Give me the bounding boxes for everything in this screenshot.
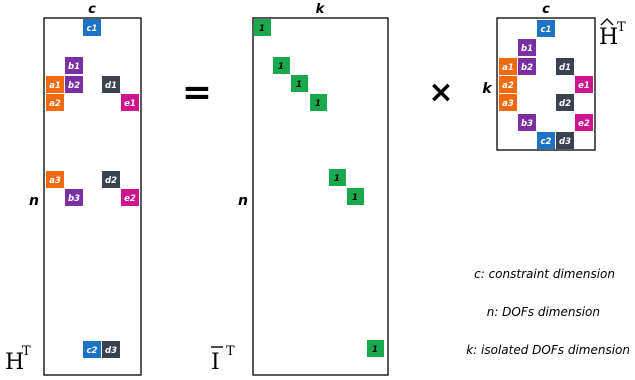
identity-one-6-label: 1: [352, 193, 358, 203]
identity-one-7-label: 1: [372, 345, 378, 355]
cell-c2-label: c2: [87, 346, 98, 356]
cell-b2-label: b2: [68, 81, 80, 91]
hhat-cell-e1: [575, 76, 593, 93]
hhat-cell-b2-label: b2: [521, 63, 533, 73]
matrix-hhat-hat: [600, 18, 614, 26]
matrix-ht: c n c1 b1 a1 b2 d1 a2 e1 a3 d2 b3 e2: [5, 2, 142, 376]
cell-a2: [46, 94, 64, 111]
matrix-hhat-superscript: T: [617, 20, 626, 35]
hhat-cell-d3-label: d3: [559, 137, 571, 147]
cell-b1-label: b1: [68, 62, 80, 72]
identity-one-7: [367, 340, 384, 357]
matrix-it-name: I: [211, 350, 220, 375]
matrix-hhat-col-label: c: [542, 2, 550, 17]
hhat-cell-e2-label: e2: [578, 119, 590, 129]
hhat-cell-d3: [556, 132, 574, 149]
cell-b3: [65, 189, 83, 206]
matrix-ht-frame: [43, 17, 142, 376]
identity-one-5-label: 1: [334, 174, 340, 184]
hhat-cell-a3-label: a3: [502, 99, 514, 109]
matrix-hhat-frame: [496, 17, 596, 151]
hhat-cell-e2: [575, 114, 593, 131]
cell-e2: [121, 189, 139, 206]
identity-one-1-label: 1: [259, 24, 265, 34]
hhat-cell-c2: [537, 132, 555, 149]
identity-one-4: [310, 94, 327, 111]
hhat-cell-d1-label: d1: [559, 63, 571, 73]
matrix-ht-col-label: c: [88, 2, 96, 17]
hhat-cell-a3: [499, 94, 517, 111]
identity-one-1: [254, 19, 271, 36]
cell-e1: [121, 94, 139, 111]
cell-d2: [102, 171, 120, 188]
hhat-cell-c1-label: c1: [541, 25, 552, 35]
legend-n: n: DOFs dimension: [487, 305, 600, 319]
identity-one-3-label: 1: [296, 80, 302, 90]
matrix-it-superscript: T: [226, 344, 235, 359]
cell-c1: [83, 19, 101, 36]
cell-d2-label: d2: [105, 176, 117, 186]
identity-one-4-label: 1: [315, 99, 321, 109]
hhat-cell-a2: [499, 76, 517, 93]
matrix-it-col-label: k: [316, 2, 326, 17]
hhat-cell-b2: [518, 58, 536, 75]
matrix-it-row-label: n: [238, 193, 248, 209]
cell-d1-label: d1: [105, 81, 117, 91]
cell-c2: [83, 341, 101, 358]
hhat-cell-a1: [499, 58, 517, 75]
cell-d3: [102, 341, 120, 358]
cell-a3: [46, 171, 64, 188]
matrix-ht-cells: c1 b1 a1 b2 d1 a2 e1 a3 d2 b3 e2 c2: [46, 19, 139, 358]
legend-c: c: constraint dimension: [474, 267, 615, 281]
hhat-cell-c2-label: c2: [541, 137, 552, 147]
matrix-it: k n 1 1 1 1 1 1 1 I T: [211, 2, 389, 376]
cell-b3-label: b3: [68, 194, 80, 204]
matrix-hhat: c k c1 b1 a1 b2 d1 e1 a2 a3 d2 b3 e2: [482, 2, 626, 151]
matrix-ht-name: H: [5, 350, 24, 375]
hhat-cell-a2-label: a2: [502, 81, 514, 91]
hhat-cell-e1-label: e1: [578, 81, 590, 91]
matrix-ht-superscript: T: [22, 344, 31, 359]
matrix-hhat-cells: c1 b1 a1 b2 d1 e1 a2 a3 d2 b3 e2 c2: [499, 20, 593, 149]
matrix-hhat-name: H: [599, 25, 618, 50]
cell-b1: [65, 57, 83, 74]
cell-c1-label: c1: [87, 24, 98, 34]
identity-one-5: [329, 169, 346, 186]
legend: c: constraint dimension n: DOFs dimensio…: [466, 267, 630, 357]
matrix-ht-row-label: n: [29, 193, 39, 209]
cell-e2-label: e2: [124, 194, 136, 204]
identity-one-3: [291, 75, 308, 92]
times-sign: ×: [428, 75, 453, 110]
hhat-cell-d2: [556, 94, 574, 111]
hhat-cell-a1-label: a1: [502, 63, 514, 73]
cell-a3-label: a3: [49, 176, 61, 186]
hhat-cell-d1: [556, 58, 574, 75]
equals-sign: =: [182, 72, 212, 113]
cell-b2: [65, 76, 83, 93]
cell-d3-label: d3: [105, 346, 117, 356]
hhat-cell-d2-label: d2: [559, 99, 571, 109]
hhat-cell-c1: [537, 20, 555, 37]
hhat-cell-b3-label: b3: [521, 119, 533, 129]
legend-k: k: isolated DOFs dimension: [466, 343, 630, 357]
cell-e1-label: e1: [124, 99, 136, 109]
hhat-cell-b1-label: b1: [521, 44, 533, 54]
hhat-cell-b1: [518, 39, 536, 56]
cell-a1: [46, 76, 64, 93]
cell-a2-label: a2: [49, 99, 61, 109]
identity-one-6: [347, 188, 364, 205]
cell-d1: [102, 76, 120, 93]
hhat-cell-b3: [518, 114, 536, 131]
matrix-hhat-row-label: k: [482, 81, 493, 97]
identity-one-2-label: 1: [278, 62, 284, 72]
matrix-it-ones: 1 1 1 1 1 1 1: [254, 19, 384, 357]
cell-a1-label: a1: [49, 81, 61, 91]
matrix-it-frame: [252, 17, 389, 376]
identity-one-2: [273, 57, 290, 74]
